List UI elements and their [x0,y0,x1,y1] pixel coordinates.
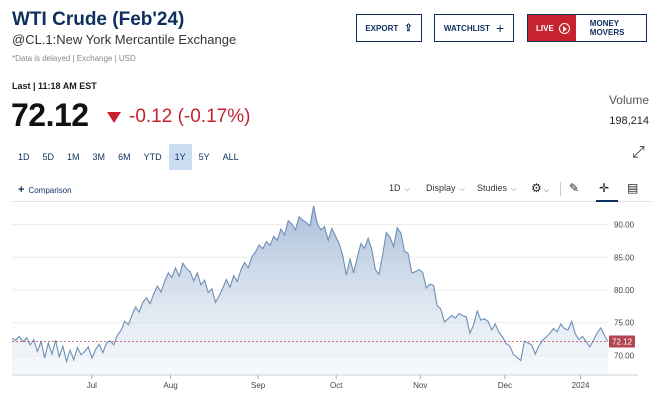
live-badge: LIVE [528,15,576,41]
expand-icon[interactable]: ⤢ [632,144,645,161]
y-tick-label: 80.00 [614,286,635,295]
watchlist-button[interactable]: WATCHLIST + [434,14,514,42]
range-1y[interactable]: 1Y [168,144,192,170]
chart-toolbar: + Comparison 1D ⌵ Display ⌵ Studies ⌵ ⚙ ⌵ ✎ ✛… [12,176,652,202]
export-label: EXPORT [365,23,399,33]
display-label: Display [426,183,456,193]
delay-notice: *Data is delayed | Exchange | USD [12,54,136,63]
divider [560,182,561,196]
volume-value: 198,214 [609,115,649,127]
page-title: WTI Crude (Feb'24) [12,9,185,30]
play-icon [558,22,570,34]
comparison-button[interactable]: + Comparison [18,184,72,196]
studies-dropdown[interactable]: Studies ⌵ [477,183,516,194]
y-tick-label: 90.00 [614,221,635,230]
chevron-down-icon: ⌵ [511,186,517,193]
x-tick-label: Jul [87,381,97,390]
x-tick-label: Dec [498,381,512,390]
x-tick-label: Nov [413,381,427,390]
price-change: -0.12 (-0.17%) [107,106,250,128]
studies-label: Studies [477,183,508,193]
range-3m[interactable]: 3M [92,152,106,162]
chevron-down-icon: ⌵ [459,186,465,193]
exchange-subtitle: @CL.1:New York Mercantile Exchange [12,32,237,47]
last-price: 72.12 [11,97,89,133]
range-6m[interactable]: 6M [118,152,131,162]
live-label: LIVE [536,23,554,33]
x-tick-label: 2024 [572,381,590,390]
interval-label: 1D [389,183,401,193]
range-5y[interactable]: 5Y [198,152,210,162]
money-movers-button[interactable]: LIVE MONEY MOVERS [527,14,647,42]
range-all[interactable]: ALL [222,152,239,162]
x-tick-label: Aug [163,381,177,390]
chat-icon[interactable]: ▤ [627,181,639,195]
volume-label: Volume [608,93,649,107]
range-1m[interactable]: 1M [67,152,80,162]
last-time: Last | 11:18 AM EST [12,81,97,91]
last-price-badge [609,335,635,348]
draw-pencil-icon[interactable]: ✎ [569,181,580,195]
comparison-label: Comparison [28,186,72,195]
x-tick-label: Sep [251,381,266,390]
y-tick-label: 70.00 [614,351,635,360]
chevron-down-icon: ⌵ [404,186,410,193]
change-value: -0.12 (-0.17%) [129,106,251,127]
x-tick-label: Oct [330,381,343,390]
y-tick-label: 75.00 [614,319,635,328]
plus-icon: + [18,184,25,196]
range-ytd[interactable]: YTD [143,152,162,162]
price-line [12,205,609,364]
range-5d[interactable]: 5D [42,152,55,162]
watchlist-label: WATCHLIST [443,23,490,33]
crosshair-active-indicator [596,200,618,202]
gear-icon[interactable]: ⚙ ⌵ [531,181,550,195]
share-icon: ⇪ [404,22,413,34]
price-area [12,205,608,375]
price-chart[interactable]: 70.00 75.00 80.00 85.00 90.00 72.12 Jul Aug Sep O… [12,203,648,393]
range-selector: 1D 5D 1M 3M 6M YTD 1Y 5Y ALL [12,144,246,170]
interval-dropdown[interactable]: 1D ⌵ [389,183,410,194]
display-dropdown[interactable]: Display ⌵ [426,183,465,194]
last-price-label: 72.12 [612,338,633,347]
y-tick-label: 85.00 [614,253,635,262]
plus-icon: + [495,20,505,36]
money-movers-label: MONEY MOVERS [589,19,625,37]
crosshair-icon[interactable]: ✛ [599,181,610,195]
export-button[interactable]: EXPORT ⇪ [356,14,422,42]
range-1d[interactable]: 1D [18,152,30,162]
down-arrow-icon [107,111,121,123]
